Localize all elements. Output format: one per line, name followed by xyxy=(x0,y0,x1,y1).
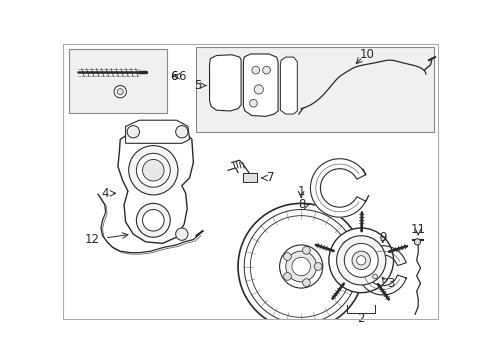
Circle shape xyxy=(252,66,260,74)
Text: 3: 3 xyxy=(388,277,395,290)
PathPatch shape xyxy=(125,120,190,143)
Circle shape xyxy=(357,256,366,265)
Circle shape xyxy=(129,145,178,195)
Circle shape xyxy=(314,263,322,270)
Text: 9: 9 xyxy=(379,231,387,244)
Text: 10: 10 xyxy=(359,48,374,61)
Circle shape xyxy=(114,86,126,98)
Circle shape xyxy=(373,274,377,279)
Text: 11: 11 xyxy=(411,223,426,236)
Circle shape xyxy=(352,251,370,270)
Circle shape xyxy=(143,159,164,181)
Circle shape xyxy=(254,85,264,94)
Text: 4: 4 xyxy=(101,187,109,200)
PathPatch shape xyxy=(280,57,297,114)
Circle shape xyxy=(143,210,164,231)
Text: 8: 8 xyxy=(298,198,306,211)
Circle shape xyxy=(136,153,171,187)
Circle shape xyxy=(244,210,358,324)
Circle shape xyxy=(344,243,378,277)
Polygon shape xyxy=(311,159,366,217)
PathPatch shape xyxy=(118,124,194,243)
Text: 2: 2 xyxy=(358,312,365,325)
Text: 12: 12 xyxy=(84,233,99,246)
Circle shape xyxy=(136,203,171,237)
Circle shape xyxy=(292,257,311,276)
Circle shape xyxy=(329,228,393,293)
Circle shape xyxy=(250,216,352,317)
Circle shape xyxy=(117,89,123,95)
Bar xyxy=(69,49,167,113)
Circle shape xyxy=(249,99,257,107)
Text: 7: 7 xyxy=(267,171,274,184)
Circle shape xyxy=(302,279,310,287)
Circle shape xyxy=(286,251,317,282)
PathPatch shape xyxy=(210,55,241,111)
Circle shape xyxy=(127,126,140,138)
Polygon shape xyxy=(358,246,406,295)
Circle shape xyxy=(302,247,310,254)
Circle shape xyxy=(280,245,323,288)
Bar xyxy=(196,47,434,132)
Circle shape xyxy=(415,239,420,245)
Circle shape xyxy=(284,253,292,260)
Text: 6: 6 xyxy=(178,70,186,83)
Circle shape xyxy=(337,236,386,285)
Bar xyxy=(244,172,257,182)
Text: 1: 1 xyxy=(297,185,305,198)
Circle shape xyxy=(238,203,365,330)
Circle shape xyxy=(176,228,188,240)
Text: 6: 6 xyxy=(171,70,178,83)
Text: 5: 5 xyxy=(194,79,201,92)
Circle shape xyxy=(263,66,270,74)
Circle shape xyxy=(176,126,188,138)
PathPatch shape xyxy=(244,54,278,116)
Circle shape xyxy=(284,273,292,280)
